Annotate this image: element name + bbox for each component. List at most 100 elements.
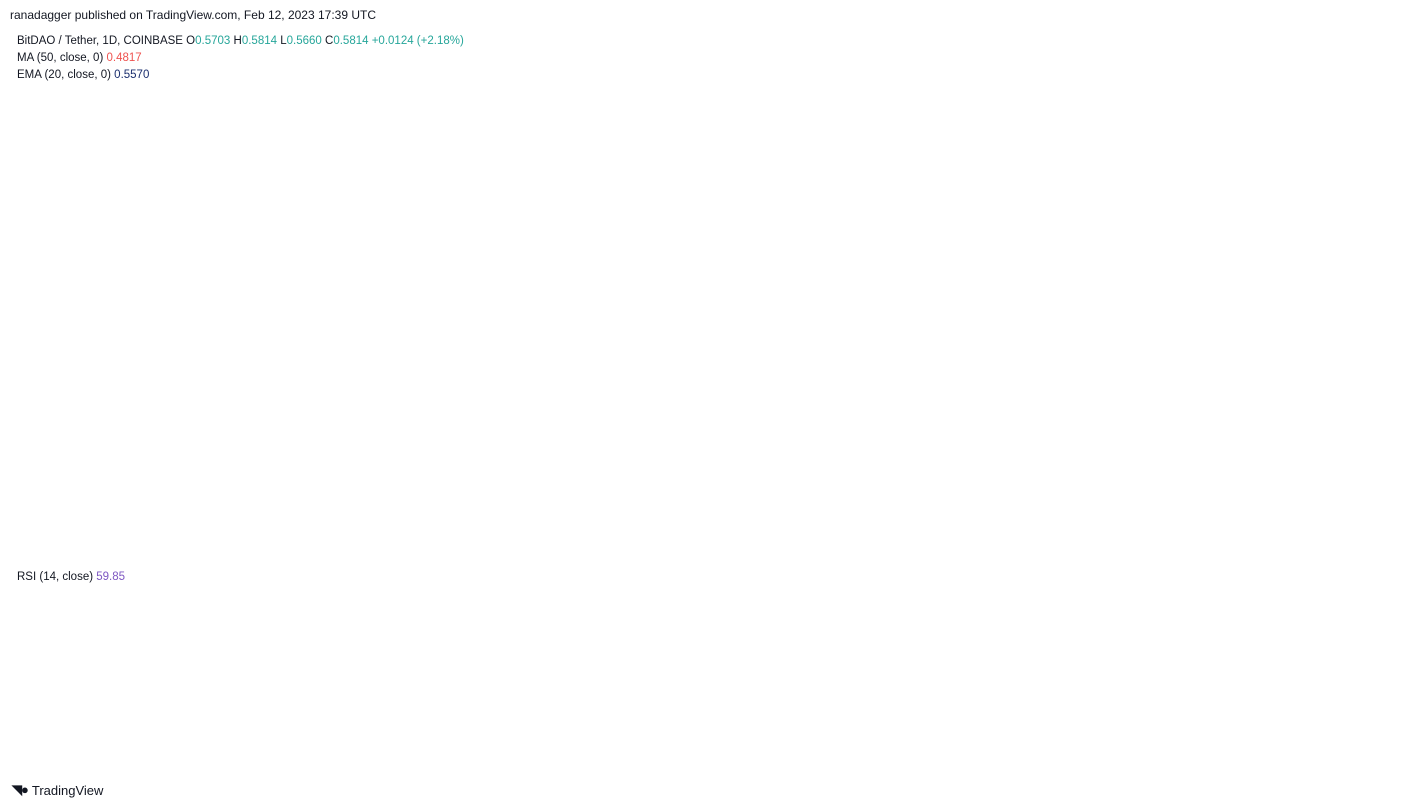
low-value: 0.5660 <box>286 35 322 47</box>
time-tick-label: 15 <box>325 753 338 765</box>
candle-body <box>1039 320 1045 324</box>
last-price-tag-name: BITUSDT <box>1283 229 1330 241</box>
axis-value-labels: BITUSDT 0.5814 06:20:54 EMA 0.5570 0.5435 MA 0.… <box>1277 226 1395 643</box>
price-tick-label: 0.4000 <box>1351 393 1386 405</box>
candle-body <box>26 257 31 272</box>
footer[interactable]: ◥● TradingView <box>12 782 103 798</box>
candle-body <box>505 361 510 365</box>
time-tick-label: Nov <box>607 753 628 765</box>
candle-body <box>790 475 796 479</box>
legend-ema-row[interactable]: EMA (20, close, 0) 0.5570 <box>17 69 149 81</box>
candle-body <box>74 76 79 113</box>
candle-body <box>274 189 280 197</box>
candle-body <box>724 500 729 502</box>
candle-body <box>456 325 462 331</box>
candle-body <box>1015 347 1020 360</box>
time-tick-label: Sep <box>236 753 256 765</box>
pair-label: BitDAO / Tether, 1D, COINBASE <box>17 35 183 47</box>
candle-body <box>809 477 814 484</box>
candle-body <box>821 485 826 487</box>
level-tag: 0.5435 <box>1341 268 1393 285</box>
candle-body <box>930 503 935 507</box>
candle-body <box>1197 235 1202 239</box>
low-label: L <box>280 35 287 47</box>
candle-body <box>1118 235 1124 237</box>
candle-body <box>1045 311 1051 323</box>
candle-body <box>1094 275 1099 285</box>
candle-body <box>1215 223 1221 234</box>
candle-body <box>299 199 304 203</box>
candle-body <box>1076 271 1081 277</box>
time-tick-label: Dec <box>789 753 810 765</box>
candle-body <box>335 258 340 274</box>
candle-body <box>123 139 128 157</box>
candle-body <box>645 390 650 436</box>
candle-body <box>511 359 517 362</box>
candle-body <box>948 460 954 487</box>
close-label: C <box>325 35 334 47</box>
candle-body <box>159 291 164 317</box>
candle-body <box>778 478 784 480</box>
candle-body <box>1070 273 1075 277</box>
rsi-tag-name: RSI <box>1311 629 1329 641</box>
rsi-axis: 20.00 40.00 60.00 80.00 <box>1351 584 1380 731</box>
candle-body <box>602 372 608 384</box>
candle-body <box>541 365 547 370</box>
time-tick-label: 15 <box>1248 753 1261 765</box>
candle-body <box>657 457 662 461</box>
candle-body <box>1179 241 1184 257</box>
candle-body <box>202 269 207 290</box>
candle-body <box>942 483 947 497</box>
candle-body <box>426 325 432 327</box>
candle-body <box>675 471 680 479</box>
ma-tag-name: MA <box>1315 319 1332 331</box>
candle-body <box>353 304 359 310</box>
candle-body <box>960 437 966 446</box>
rsi-tick-label: 20.00 <box>1351 719 1380 731</box>
ema-tag-name-bg <box>1304 250 1336 267</box>
candle-body <box>1033 327 1039 335</box>
candle-body <box>815 486 820 488</box>
rsi-tick-label: 60.00 <box>1351 629 1380 641</box>
candle-body <box>869 477 875 487</box>
legend-rsi-row[interactable]: RSI (14, close) 59.85 <box>17 571 125 583</box>
candle-body <box>323 193 328 223</box>
candle-body <box>1112 235 1117 246</box>
candle-body <box>730 498 735 503</box>
rsi-tag-value-bg <box>1341 626 1393 643</box>
candle-body <box>802 479 808 481</box>
candle-body <box>390 315 395 321</box>
publisher-credit: ranadagger published on TradingView.com,… <box>10 8 377 22</box>
candle-body <box>305 203 310 207</box>
candle-body <box>548 367 553 372</box>
high-value: 0.5814 <box>241 35 278 47</box>
candle-body <box>1009 356 1014 364</box>
candle-body <box>256 174 262 201</box>
candle-body <box>918 498 923 500</box>
candle-body <box>1130 228 1136 237</box>
ma-value: 0.4817 <box>106 52 142 64</box>
candle-body <box>469 336 474 338</box>
candle-body <box>693 478 699 487</box>
candle-body <box>1173 253 1178 273</box>
price-tick-label: 0.5000 <box>1351 303 1386 315</box>
candle-body <box>705 489 711 498</box>
candle-body <box>86 91 92 118</box>
candle-body <box>220 253 225 259</box>
candle-body <box>748 489 753 496</box>
candle-body <box>1124 232 1130 234</box>
candle-body <box>851 471 856 477</box>
candle-body <box>881 503 887 505</box>
candle-body <box>1100 260 1105 278</box>
legend-ma-row[interactable]: MA (50, close, 0) 0.4817 <box>17 52 142 64</box>
candle-body <box>414 330 419 334</box>
candle-body <box>1088 282 1093 285</box>
candle-body <box>966 428 972 441</box>
candle-body <box>110 111 116 124</box>
candle-body <box>135 188 140 221</box>
tradingview-logo-icon: ◥● <box>12 782 29 797</box>
candle-body <box>189 299 195 316</box>
candle-body <box>760 483 765 485</box>
candle-body <box>887 501 893 503</box>
